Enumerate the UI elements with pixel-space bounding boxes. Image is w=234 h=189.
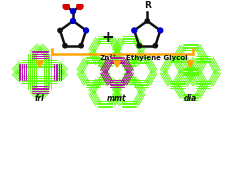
Text: |: | <box>121 55 124 62</box>
Text: frl: frl <box>35 94 45 103</box>
Circle shape <box>77 3 83 9</box>
Circle shape <box>63 44 67 48</box>
Text: +: + <box>102 30 115 45</box>
Text: dia: dia <box>184 94 197 103</box>
Circle shape <box>58 28 62 33</box>
Circle shape <box>63 3 69 9</box>
Text: R: R <box>144 1 151 10</box>
Circle shape <box>71 19 76 23</box>
Text: Zn²⁺: Zn²⁺ <box>99 55 117 61</box>
Circle shape <box>79 44 83 48</box>
Circle shape <box>84 28 88 33</box>
Circle shape <box>137 44 141 48</box>
Circle shape <box>158 28 163 33</box>
Circle shape <box>153 44 157 48</box>
Circle shape <box>71 9 76 14</box>
Circle shape <box>145 19 150 23</box>
Text: mmt: mmt <box>107 94 127 103</box>
Circle shape <box>132 28 137 33</box>
Text: Ethylene Glycol: Ethylene Glycol <box>126 55 188 61</box>
